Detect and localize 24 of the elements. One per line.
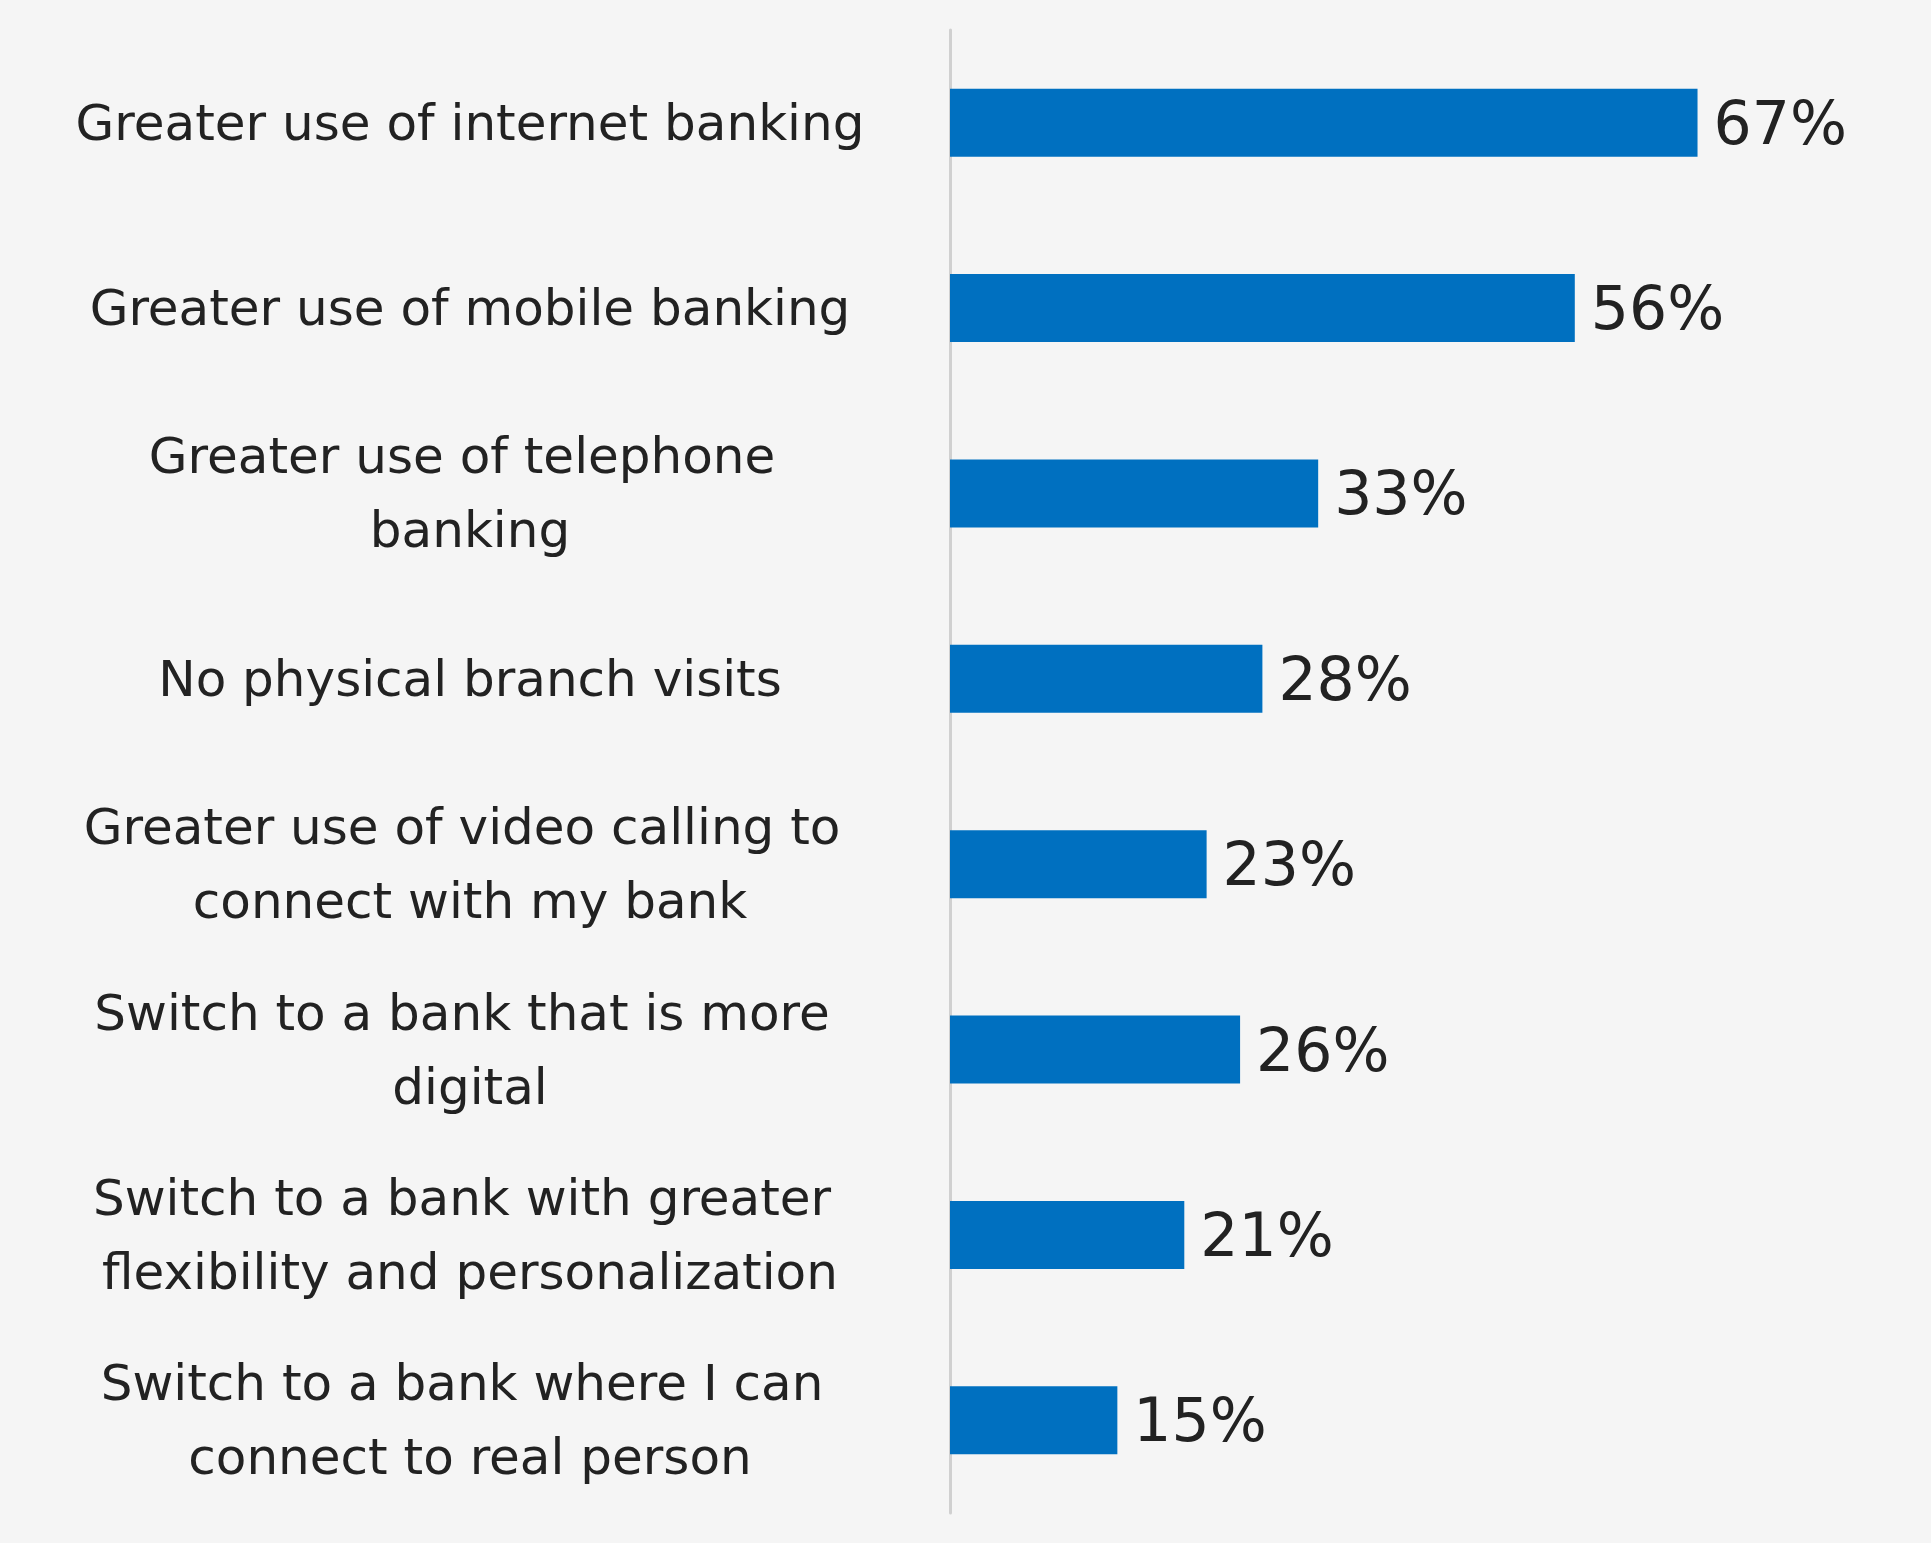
bar <box>950 1015 1241 1084</box>
y-tick-label: No physical branch visits <box>158 649 782 708</box>
data-label: 67% <box>1713 87 1847 158</box>
y-tick-label: Greater use of video calling to connect with my bank <box>83 798 857 931</box>
y-tick-label: Greater use of internet banking <box>75 93 865 152</box>
data-label: 21% <box>1200 1199 1334 1270</box>
bar <box>950 830 1207 899</box>
bar <box>950 1386 1118 1455</box>
y-tick-label: Greater use of mobile banking <box>89 279 851 338</box>
data-label: 15% <box>1133 1385 1267 1456</box>
y-tick-label: Switch to a bank where I can connect to real person <box>100 1354 840 1487</box>
y-tick-label: Greater use of telephone banking <box>148 427 792 560</box>
y-tick-label: Switch to a bank that is more digital <box>94 983 846 1116</box>
data-label: 33% <box>1334 458 1468 529</box>
data-label: 28% <box>1278 643 1412 714</box>
data-label: 26% <box>1256 1014 1390 1085</box>
bar <box>950 459 1319 528</box>
data-label: 56% <box>1590 273 1725 344</box>
data-label: 23% <box>1222 829 1356 900</box>
bar <box>950 1200 1185 1269</box>
y-tick-label: Switch to a bank with greater flexibility and personalization <box>92 1168 848 1301</box>
bar <box>950 88 1698 157</box>
bar <box>950 644 1263 713</box>
bar <box>950 274 1575 343</box>
